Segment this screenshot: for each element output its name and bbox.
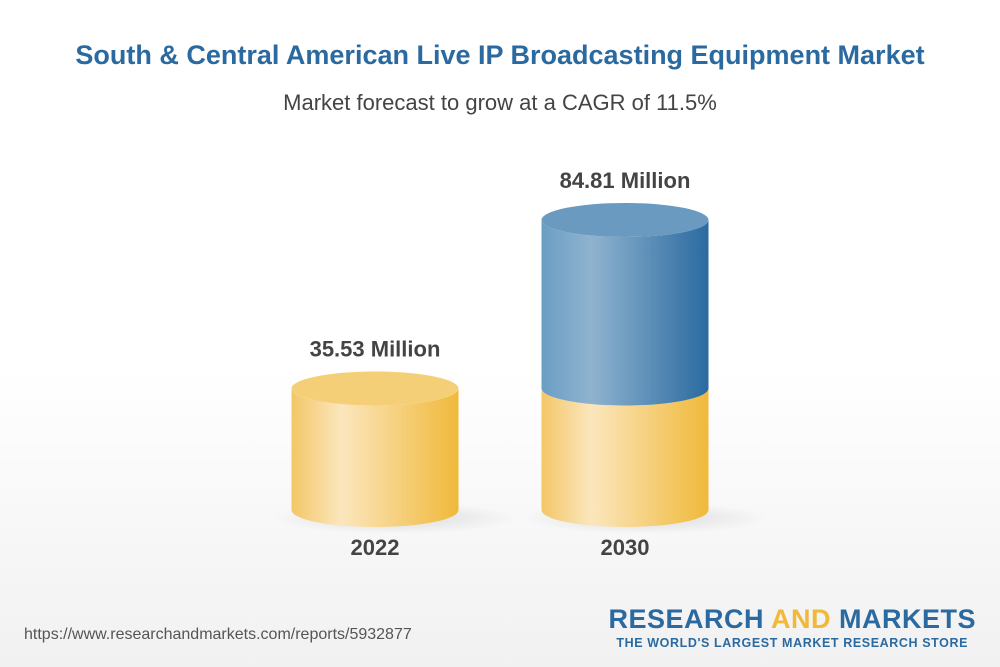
chart-title: South & Central American Live IP Broadca… [75,40,925,70]
cylinder-base-segment [291,388,459,527]
research-and-markets-logo: RESEARCH AND MARKETS THE WORLD'S LARGEST… [608,604,976,650]
cylinder-top [541,202,709,237]
category-label: 2030 [601,535,650,560]
data-label: 84.81 Million [560,168,691,193]
data-label: 35.53 Million [310,336,441,361]
cylinder-base-segment [541,388,709,527]
chart-subtitle: Market forecast to grow at a CAGR of 11.… [283,90,717,115]
source-url[interactable]: https://www.researchandmarkets.com/repor… [24,626,412,643]
cylinder-growth-segment [541,219,709,406]
cylinder-top [291,371,459,406]
logo-tagline: THE WORLD'S LARGEST MARKET RESEARCH STOR… [616,636,969,650]
category-label: 2022 [351,535,400,560]
